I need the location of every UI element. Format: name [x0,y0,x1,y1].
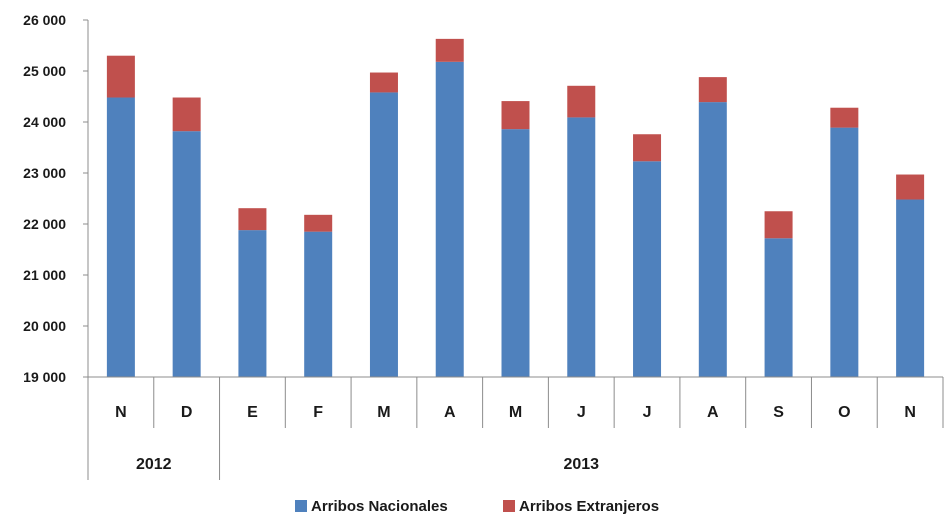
bar-segment-nacionales [764,238,793,377]
bar-segment-nacionales [567,117,596,377]
y-tick-label: 26 000 [23,12,66,28]
bar-segment-nacionales [830,127,859,377]
bar-segment-extranjeros [369,72,398,93]
bar-segment-extranjeros [501,101,530,130]
legend-swatch [295,500,307,512]
bar-segment-extranjeros [698,77,727,103]
bar-segment-nacionales [304,231,333,377]
legend-swatch [503,500,515,512]
bars [106,38,925,378]
x-tick-label: D [181,404,193,421]
y-tick-label: 25 000 [23,63,66,79]
bar-segment-nacionales [369,92,398,378]
legend-label: Arribos Nacionales [311,498,448,515]
x-tick-label: J [643,404,652,421]
bar-segment-nacionales [106,97,135,378]
x-axis: N D E F M A M J J A S O N 2012 2013 [87,376,944,480]
x-tick-label: N [904,404,916,421]
bar-segment-nacionales [896,199,925,377]
group-label: 2013 [563,456,599,473]
bar-segment-extranjeros [172,97,201,132]
bar-segment-nacionales [698,102,727,378]
y-tick-label: 21 000 [23,267,66,283]
bar-segment-nacionales [633,161,662,377]
bar-segment-nacionales [501,129,530,377]
legend: Arribos Nacionales Arribos Extranjeros [295,498,659,515]
y-tick-label: 24 000 [23,114,66,130]
x-tick-label: M [377,404,390,421]
bar-segment-nacionales [238,230,267,377]
x-tick-label: S [773,404,784,421]
x-tick-label: N [115,404,127,421]
x-tick-label: F [313,404,323,421]
legend-label: Arribos Extranjeros [519,498,659,515]
bar-segment-extranjeros [304,214,333,232]
x-tick-label: M [509,404,522,421]
x-tick-label: J [577,404,586,421]
bar-segment-extranjeros [106,55,135,98]
x-tick-label: E [247,404,258,421]
bar-segment-extranjeros [435,38,464,62]
y-tick-label: 19 000 [23,369,66,385]
y-axis: 19 000 20 000 21 000 22 000 23 000 24 000 25 0… [23,12,89,385]
bar-segment-extranjeros [764,211,793,239]
y-tick-label: 20 000 [23,318,66,334]
x-tick-label: A [707,404,719,421]
bar-segment-extranjeros [896,174,925,200]
bar-segment-extranjeros [567,85,596,118]
y-tick-label: 22 000 [23,216,66,232]
y-tick-label: 23 000 [23,165,66,181]
bar-segment-extranjeros [238,208,267,231]
bar-segment-nacionales [172,131,201,377]
x-tick-label: O [838,404,850,421]
group-label: 2012 [136,456,172,473]
bar-segment-nacionales [435,61,464,377]
bar-segment-extranjeros [633,134,662,162]
x-tick-label: A [444,404,456,421]
bar-segment-extranjeros [830,107,859,128]
